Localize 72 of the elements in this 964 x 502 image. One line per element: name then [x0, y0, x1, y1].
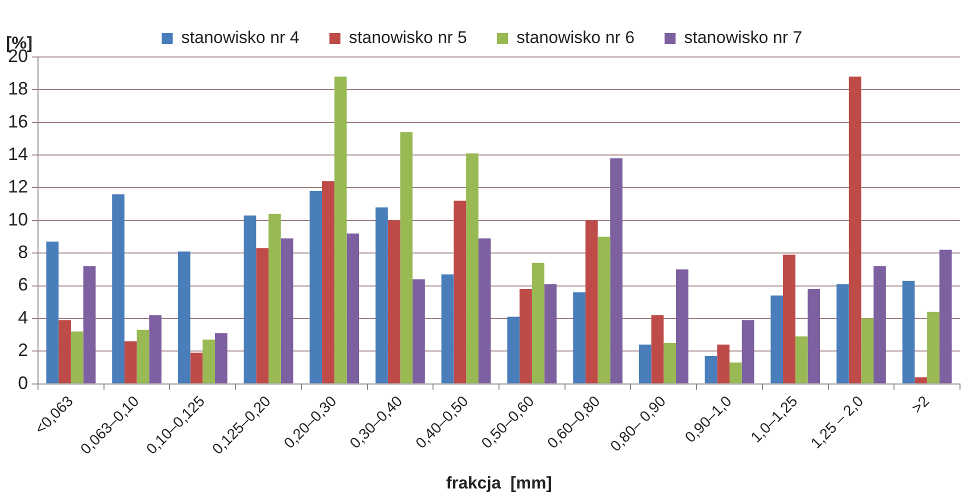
bar: [58, 320, 71, 384]
legend-label: stanowisko nr 5: [348, 28, 468, 48]
legend-label: stanowisko nr 7: [684, 28, 802, 48]
bar: [124, 341, 137, 384]
bar: [202, 340, 216, 384]
bar: [836, 284, 849, 384]
bar: [651, 315, 664, 384]
bar: [664, 342, 676, 384]
bar: [742, 320, 754, 384]
bar: [914, 377, 928, 384]
bar: [346, 233, 360, 384]
bar: [927, 312, 940, 384]
bar: [466, 153, 478, 384]
bar: [795, 336, 808, 384]
x-axis-title: frakcja [mm]: [446, 473, 552, 492]
bar: [730, 362, 742, 384]
bar: [939, 250, 952, 384]
bar: [441, 274, 454, 384]
bar: [136, 330, 150, 384]
legend-label: stanowisko nr 4: [181, 28, 300, 48]
bar: [112, 194, 124, 384]
x-tick-label: >2: [908, 392, 933, 418]
y-tick-label: 10: [8, 209, 28, 230]
bar: [215, 333, 228, 384]
bar: [610, 158, 622, 384]
bar: [70, 332, 84, 384]
bar: [585, 220, 598, 384]
y-tick-label: 2: [18, 340, 28, 360]
bar: [874, 266, 886, 384]
bar: [244, 215, 256, 384]
y-tick-label: 16: [8, 111, 28, 132]
y-tick-label: 4: [18, 307, 28, 328]
bar: [848, 76, 862, 384]
y-tick-label: 0: [18, 372, 28, 393]
y-tick-label: 18: [8, 78, 28, 99]
bar: [478, 238, 491, 384]
bar: [808, 289, 820, 384]
bar: [770, 296, 784, 384]
bar: [412, 279, 425, 384]
bar: [400, 132, 413, 384]
bar: [676, 269, 688, 384]
bar: [388, 220, 400, 384]
bar: [149, 315, 162, 384]
bar: [520, 289, 532, 384]
bar: [310, 190, 322, 384]
bar: [268, 214, 281, 384]
bar: [334, 76, 347, 384]
bar: [573, 292, 586, 384]
bar: [454, 200, 466, 384]
bar: [638, 344, 652, 384]
bar: [544, 284, 557, 384]
bar: [783, 254, 796, 384]
y-tick-label: 14: [8, 144, 28, 164]
bar: [280, 238, 294, 384]
y-tick-label: 12: [8, 176, 28, 197]
legend-label: stanowisko nr 6: [516, 28, 635, 48]
bar: [507, 316, 520, 384]
bar: [598, 236, 610, 384]
bar: [532, 262, 544, 384]
bar: [861, 318, 874, 384]
y-tick-label: 8: [18, 242, 28, 262]
bar: [902, 280, 915, 384]
bar: [376, 207, 388, 384]
bar: [704, 356, 718, 384]
bar: [178, 251, 190, 384]
bar: [256, 248, 269, 384]
y-tick-label: 6: [18, 274, 28, 295]
bar: [83, 266, 96, 384]
bar: [190, 352, 203, 384]
bar: [322, 181, 334, 384]
bar: [717, 344, 730, 384]
bar: [46, 242, 59, 384]
